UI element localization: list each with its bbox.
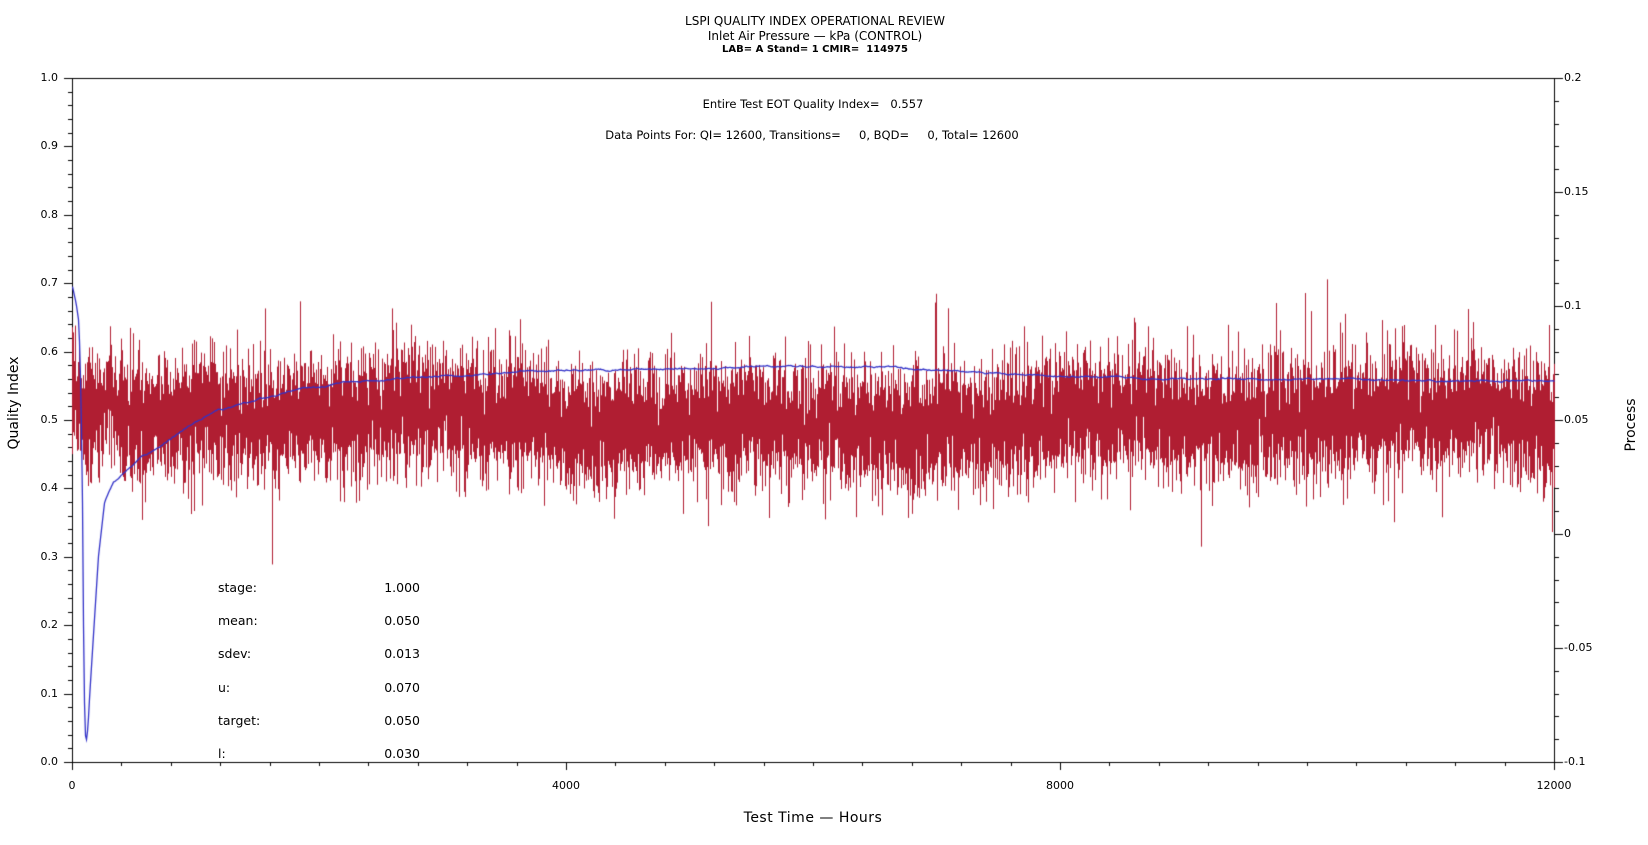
left-tick-label: 0.2: [40, 618, 59, 632]
x-tick-label: 8000: [1046, 779, 1074, 792]
x-axis-label: Test Time — Hours: [743, 810, 883, 826]
left-tick-label: 0.6: [40, 344, 59, 358]
left-tick-label: 1.0: [40, 71, 59, 84]
chart-meta: LAB= A Stand= 1 CMIR= 114975: [722, 44, 908, 55]
x-tick-label: 0: [68, 779, 76, 792]
chart-subtitle: Inlet Air Pressure — kPa (CONTROL): [707, 29, 923, 43]
left-tick-label: 0.7: [40, 276, 59, 290]
stat-label: l:: [218, 746, 226, 761]
left-tick-label: 0.1: [40, 686, 59, 700]
stat-label: target:: [218, 712, 261, 728]
right-tick-label: 0: [1564, 527, 1571, 540]
stat-value: 0.050: [384, 613, 420, 629]
y-axis-label-left: Quality Index: [6, 356, 22, 450]
eot-quality-annotation: Entire Test EOT Quality Index= 0.557: [702, 97, 924, 111]
x-tick-label: 4000: [552, 779, 580, 792]
left-tick-label: 0.8: [40, 207, 59, 221]
chart-title: LSPI QUALITY INDEX OPERATIONAL REVIEW: [685, 14, 945, 28]
stat-label: mean:: [218, 613, 258, 629]
y-axis-label-right: Process: [1623, 398, 1639, 452]
stat-value: 0.050: [384, 712, 420, 728]
left-tick-label: 0.0: [40, 755, 59, 768]
right-tick-label: -0.1: [1564, 755, 1586, 768]
stat-value: 0.070: [384, 679, 420, 695]
left-tick-label: 0.9: [40, 139, 59, 153]
data-points-annotation: Data Points For: QI= 12600, Transitions=…: [605, 128, 1019, 142]
left-tick-label: 0.5: [40, 413, 59, 426]
right-tick-label: 0.2: [1564, 71, 1582, 84]
stat-label: sdev:: [218, 646, 252, 662]
right-tick-label: 0.15: [1564, 185, 1589, 198]
stat-value: 1.000: [384, 580, 420, 595]
right-tick-label: 0.1: [1564, 299, 1582, 312]
x-tick-label: 12000: [1536, 779, 1572, 792]
right-tick-label: 0.05: [1564, 413, 1589, 426]
left-tick-label: 0.3: [40, 549, 59, 563]
stat-label: stage:: [218, 580, 257, 595]
stat-value: 0.013: [384, 646, 420, 662]
stat-value: 0.030: [384, 746, 420, 761]
stat-label: u:: [218, 679, 231, 695]
left-tick-label: 0.4: [40, 481, 59, 495]
right-tick-label: -0.05: [1564, 641, 1593, 654]
